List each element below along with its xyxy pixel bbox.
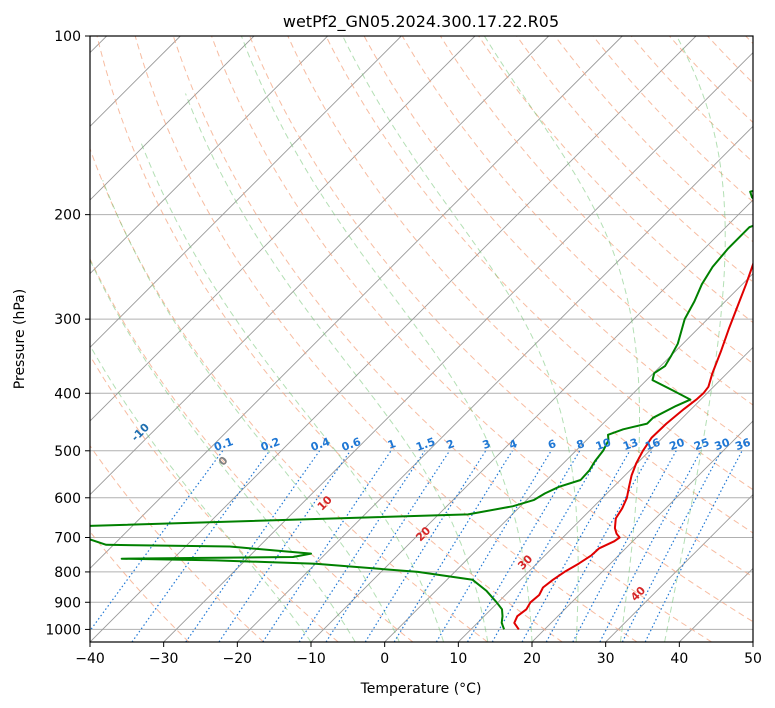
temperature-profile-line [513,261,753,630]
moist-adiabat-line [102,180,400,642]
x-tick-label: 0 [380,651,389,667]
mixing-ratio-label: 6 [546,437,558,452]
x-tick-label: −20 [223,651,253,667]
mixing-ratio-label: 0.2 [259,435,282,454]
mixing-ratio-label: 4 [507,437,519,452]
y-tick-label: 700 [54,531,81,547]
dry-adiabat-line [134,36,638,642]
moist-adiabat-line [139,140,445,642]
dewpoint-profile-line [90,189,753,630]
mixing-ratio-label: 30 [713,436,732,454]
dry-adiabat-line [249,36,753,578]
x-tick-label: −10 [296,651,326,667]
mixing-ratio-line [521,450,631,642]
chart-title: wetPf2_GN05.2024.300.17.22.R05 [283,12,559,32]
mixing-ratio-line [572,450,677,642]
x-tick-label: 40 [670,651,688,667]
isotherm-line [163,52,753,642]
dry-adiabat-line [478,36,753,324]
dry-adiabat-line [363,36,753,448]
isotherm-line [90,36,402,348]
x-tick-label: −30 [149,651,179,667]
y-tick-label: 600 [54,491,81,507]
y-tick-label: 800 [54,565,81,581]
isotherm-line [90,36,328,275]
x-tick-label: −40 [75,651,105,667]
mixing-ratio-line [491,450,604,642]
x-tick-label: 20 [523,651,541,667]
isotherm-line [458,346,753,642]
dry-adiabat-line [592,36,753,203]
dry-adiabat-line [401,36,753,406]
mixing-ratio-label: 0.1 [212,435,235,454]
isotherm-line [90,36,255,201]
dry-adiabat-line [325,36,753,491]
x-tick-label: 50 [744,651,762,667]
mixing-ratio-label: 1 [386,437,398,452]
moist-adiabat-line [483,36,640,642]
isotherm-line [90,36,697,642]
isotherm-line [384,273,753,642]
dry-adiabat-line [96,36,563,642]
isotherm-line [237,125,753,642]
mixing-ratio-label: 3 [481,437,493,452]
y-tick-label: 900 [54,595,81,611]
moist-adiabat-line [185,93,489,642]
mixing-ratio-line [545,450,653,642]
x-tick-label: 30 [597,651,615,667]
mixing-ratio-label: 10 [594,436,613,454]
mixing-ratio-line [185,450,321,642]
mixing-ratio-label: 8 [575,437,587,452]
y-tick-label: 1000 [45,622,81,638]
mixing-ratio-line [218,450,351,642]
y-tick-label: 400 [54,386,81,402]
mixing-ratio-line [466,450,581,642]
dry-adiabat-line [516,36,753,283]
y-tick-label: 500 [54,444,81,460]
mixing-ratio-line [393,450,513,642]
dry-adiabat-line [90,257,414,642]
isotherm-line [90,36,549,496]
moist-adiabat-line [90,344,312,642]
mixing-ratio-label: 20 [668,436,687,454]
dry-adiabat-line [630,36,753,163]
mixing-ratio-label: 13 [621,436,640,453]
moist-adiabat-line [90,258,356,642]
mixing-ratio-line [364,450,487,642]
mixing-ratio-label: 0.4 [309,435,332,454]
mixing-ratio-label: 1.5 [414,435,437,454]
y-tick-label: 300 [54,312,81,328]
y-axis-title: Pressure (hPa) [12,289,28,389]
y-tick-label: 100 [54,29,81,45]
isotherm-line [90,36,476,422]
moist-adiabat-line [342,36,579,642]
x-tick-label: 10 [449,651,467,667]
mixing-ratio-label: 2 [445,437,457,452]
mixing-ratio-label: 36 [734,436,753,454]
y-tick-label: 200 [54,208,81,224]
mixing-ratio-label: 0.6 [340,435,363,454]
moist-adiabat-line [240,36,533,642]
dry-adiabat-line [172,36,712,642]
isotherm-line [531,420,753,642]
dry-adiabat-line [90,444,264,642]
dry-adiabat-line [211,36,753,623]
mixing-ratio-line [325,450,451,642]
mixing-ratio-label: 25 [692,436,711,453]
x-axis-title: Temperature (°C) [360,681,482,697]
plot-frame [89,35,754,643]
moist-adiabat-line [664,36,726,642]
isotherm-line [90,36,623,569]
isotherm-line [605,494,753,642]
mixing-ratio-label: 16 [643,436,662,454]
mixing-ratio-line [435,450,552,642]
